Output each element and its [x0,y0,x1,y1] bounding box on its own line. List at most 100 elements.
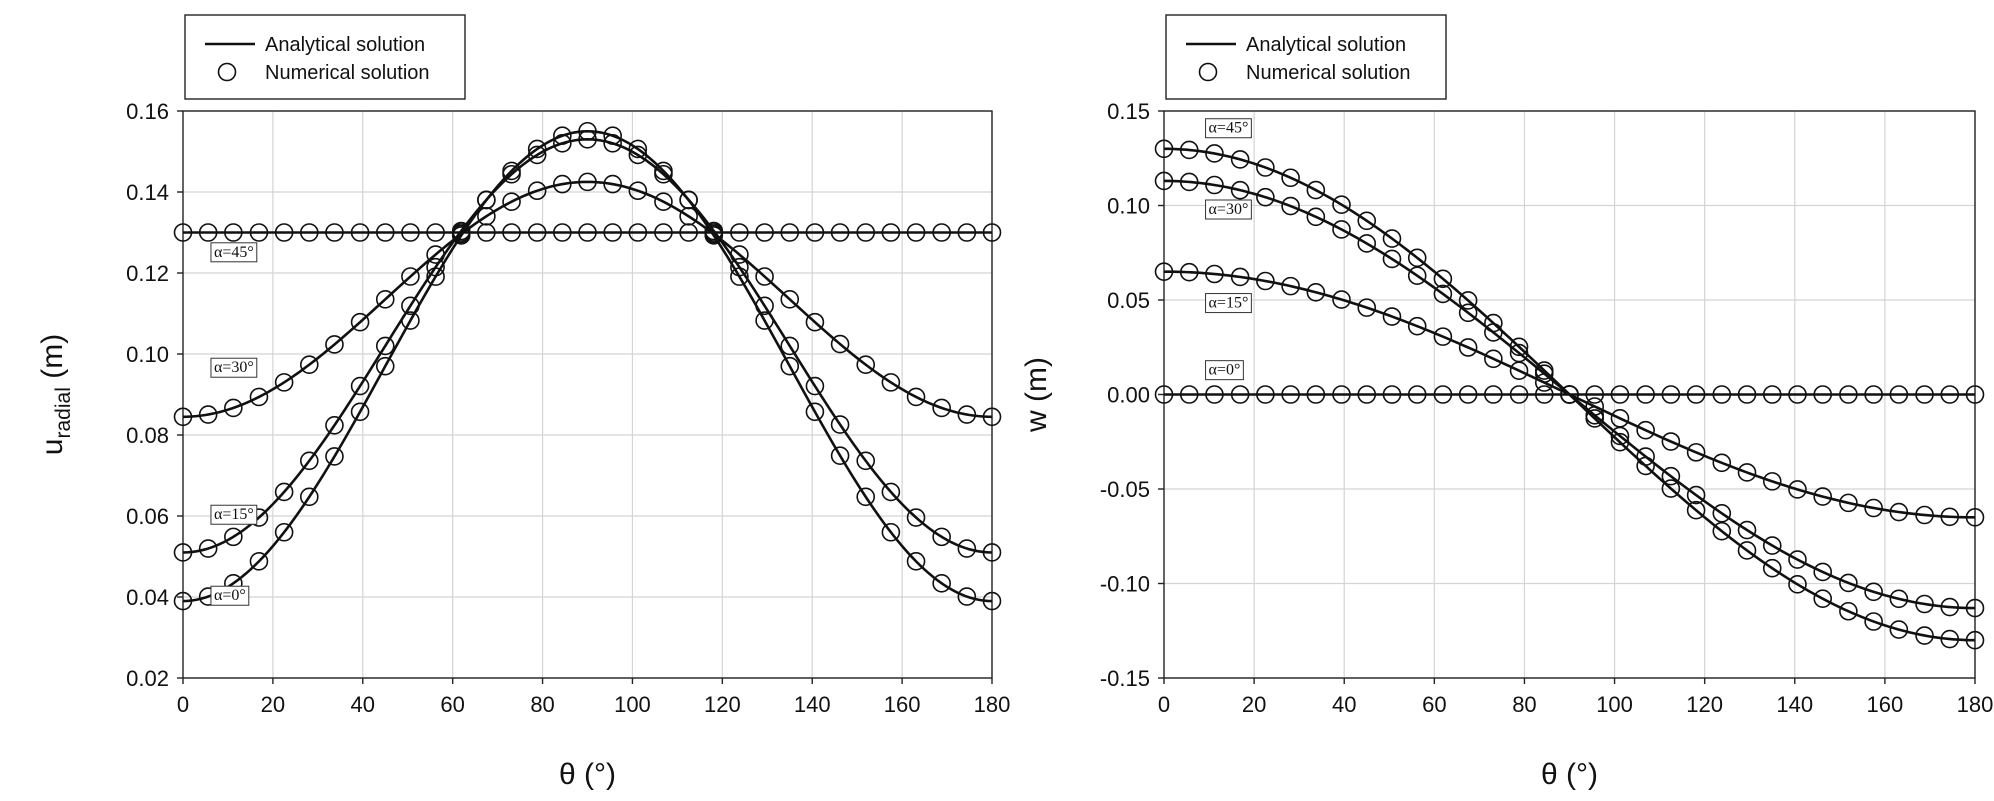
numerical-marker [299,355,319,374]
numerical-marker [1889,502,1909,522]
x-axis-label: θ (°) [1541,758,1598,791]
numerical-marker [1509,337,1529,357]
numerical-marker [982,223,1002,242]
numerical-marker [654,223,673,242]
numerical-marker [982,543,1002,562]
numerical-marker [1813,562,1833,582]
y-tick-label: 0.16 [126,99,169,124]
numerical-marker [1636,456,1655,476]
numerical-marker [1230,385,1250,404]
analytical-line [182,129,993,603]
numerical-marker [350,402,370,422]
series-α=30°: α=30° [173,172,1002,427]
x-axis-label: θ (°) [559,758,616,791]
numerical-marker [426,223,445,242]
numerical-marker [1205,264,1224,284]
numerical-marker [1762,385,1782,404]
y-tick-label: 0.06 [126,504,169,529]
numerical-marker [1433,269,1453,289]
numerical-marker [805,312,825,332]
numerical-marker [1458,303,1478,323]
numerical-marker [1864,582,1883,602]
y-axis-label: w (m) [1020,357,1053,433]
numerical-marker [755,296,774,316]
series-annotation: α=15° [1205,293,1252,314]
numerical-marker [1585,409,1605,428]
series-α=0°: α=0° [1154,360,1985,404]
series-annotation: α=45° [1205,118,1252,139]
y-tick-label: 0.10 [1107,194,1150,219]
annotation-box [210,585,250,606]
numerical-marker [957,587,977,606]
numerical-marker [1433,284,1453,304]
numerical-marker [1281,168,1300,188]
numerical-marker [805,376,825,396]
numerical-marker [1332,220,1351,239]
numerical-marker [1636,420,1655,440]
series-α=15°: α=15° [173,130,1002,562]
numerical-marker [224,223,243,242]
numerical-marker [1915,594,1934,614]
numerical-marker [1661,479,1681,498]
y-tick-label: 0.12 [126,261,169,286]
numerical-marker [1788,480,1807,499]
numerical-marker [1915,385,1934,404]
numerical-marker [1205,175,1224,195]
numerical-marker [1661,432,1681,451]
annotation-text: α=45° [214,244,254,261]
numerical-marker [1534,385,1554,404]
numerical-marker [881,522,901,542]
numerical-marker [628,181,648,201]
numerical-marker [1889,385,1909,404]
numerical-marker [375,290,395,309]
y-tick-label: 0.05 [1107,288,1150,313]
annotation-box [210,242,258,263]
numerical-marker [603,133,622,153]
numerical-marker [401,296,420,316]
x-tick-label: 0 [177,692,189,717]
numerical-marker [1889,620,1909,639]
y-tick-label: 0.02 [126,666,169,691]
numerical-marker [1940,507,1960,527]
x-tick-label: 60 [1422,692,1446,717]
numerical-marker [730,223,749,242]
numerical-marker [249,387,269,407]
numerical-marker [451,223,471,242]
numerical-marker [527,181,547,201]
numerical-marker [1839,493,1858,513]
legend-entry-numerical: Numerical solution [265,62,430,84]
numerical-marker [1332,385,1351,404]
numerical-marker [1306,385,1326,404]
numerical-marker [1737,520,1757,540]
numerical-marker [906,223,926,242]
numerical-marker [1813,589,1833,608]
numerical-marker [274,223,294,242]
series-α=45°: α=45° [1154,118,1985,650]
numerical-marker [1686,443,1706,462]
numerical-marker [1686,385,1706,404]
numerical-marker [1788,550,1807,569]
numerical-marker [426,257,445,277]
x-tick-label: 40 [351,692,375,717]
numerical-marker [1382,307,1402,326]
numerical-marker [553,174,572,194]
numerical-marker [1560,385,1579,404]
y-tick-label: 0.00 [1107,383,1150,408]
numerical-marker [1205,385,1224,404]
numerical-marker [730,257,749,277]
numerical-marker [173,407,193,427]
numerical-marker [932,398,951,418]
numerical-marker [805,402,825,422]
analytical-line [182,180,993,419]
numerical-marker [249,552,269,571]
legend-marker-swatch [1198,62,1218,82]
numerical-marker [325,447,344,466]
numerical-marker [1712,504,1732,523]
numerical-marker [957,539,977,558]
annotation-text: α=30° [214,359,254,376]
numerical-marker [1762,558,1782,578]
series-annotation: α=0° [1205,360,1244,381]
numerical-marker [502,192,521,212]
y-tick-label: -0.05 [1100,477,1150,502]
numerical-marker [1179,385,1199,404]
